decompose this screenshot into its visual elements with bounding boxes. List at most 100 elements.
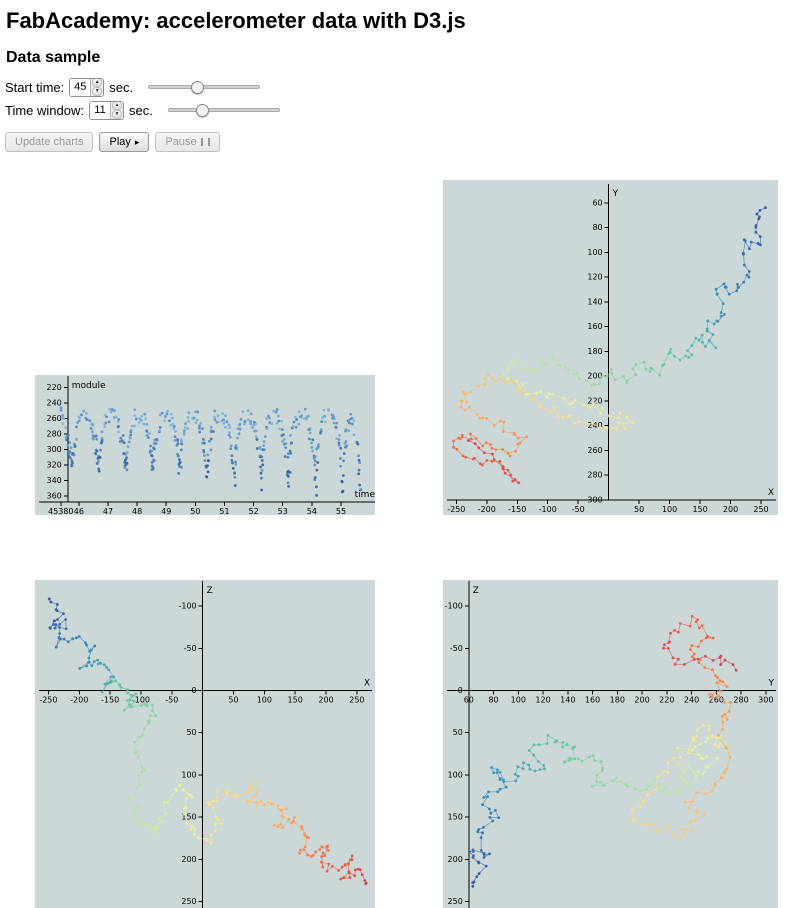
- svg-text:50: 50: [186, 728, 196, 737]
- svg-text:Y: Y: [768, 679, 775, 689]
- svg-text:200: 200: [634, 696, 649, 705]
- spin-up-icon[interactable]: ▲: [92, 78, 103, 87]
- svg-text:50: 50: [453, 728, 463, 737]
- svg-text:51: 51: [219, 507, 229, 515]
- svg-text:-50: -50: [165, 696, 178, 705]
- svg-text:250: 250: [181, 897, 196, 906]
- module-chart-canvas: 45380 46 47 48 49 50 51 52 53 54 55 time 220 240 260 28…: [39, 376, 375, 515]
- svg-text:0: 0: [192, 686, 197, 695]
- chart-y-vs-z: 60 80 100 120 140 160 180 200 220 240 260 280 300 Y -1…: [443, 580, 778, 908]
- chart-x-vs-y: -250 -200 -150 -100 -50 50 100 150 200 250 X 60 80 10…: [443, 180, 778, 515]
- svg-text:240: 240: [684, 696, 699, 705]
- svg-text:-150: -150: [508, 505, 526, 514]
- yz-chart-canvas: 60 80 100 120 140 160 180 200 220 240 260 280 300Y-1…: [445, 581, 776, 908]
- start-time-row: Start time: ▲ ▼ sec.: [5, 77, 800, 97]
- svg-text:200: 200: [587, 372, 602, 381]
- svg-text:340: 340: [47, 476, 62, 485]
- chart-module-vs-time: 45380 46 47 48 49 50 51 52 53 54 55 time 220 240 260 28…: [35, 375, 375, 515]
- svg-text:260: 260: [587, 446, 602, 455]
- start-time-unit: sec.: [109, 79, 134, 95]
- svg-text:0: 0: [458, 686, 463, 695]
- svg-text:100: 100: [257, 696, 272, 705]
- svg-text:53: 53: [278, 507, 288, 515]
- start-time-slider[interactable]: [148, 79, 261, 95]
- svg-text:300: 300: [587, 496, 602, 505]
- svg-text:time: time: [355, 490, 375, 500]
- svg-text:Y: Y: [612, 189, 619, 199]
- start-time-spin-buttons[interactable]: ▲ ▼: [90, 78, 104, 96]
- pause-button[interactable]: Pause: [155, 132, 220, 152]
- pause-label: Pause: [165, 136, 197, 148]
- controls-panel: Start time: ▲ ▼ sec. Time window: ▲ ▼ se…: [5, 77, 800, 152]
- svg-text:260: 260: [709, 696, 724, 705]
- update-charts-button[interactable]: Update charts: [5, 132, 94, 152]
- svg-text:-200: -200: [478, 505, 496, 514]
- spin-up-icon[interactable]: ▲: [111, 101, 122, 110]
- svg-text:150: 150: [181, 813, 196, 822]
- svg-text:120: 120: [535, 696, 550, 705]
- svg-text:-50: -50: [572, 505, 585, 514]
- svg-text:X: X: [768, 488, 774, 498]
- svg-text:200: 200: [181, 855, 196, 864]
- svg-text:180: 180: [587, 347, 602, 356]
- svg-text:47: 47: [103, 507, 113, 515]
- svg-text:100: 100: [448, 770, 463, 779]
- svg-text:150: 150: [692, 505, 707, 514]
- svg-text:46: 46: [74, 507, 84, 515]
- update-charts-label: Update charts: [15, 136, 84, 148]
- svg-text:160: 160: [585, 696, 600, 705]
- time-window-label: Time window:: [5, 102, 84, 118]
- svg-text:240: 240: [47, 399, 62, 408]
- button-row: Update charts Play ▸ Pause: [5, 132, 800, 152]
- svg-text:320: 320: [47, 460, 62, 469]
- svg-text:100: 100: [662, 505, 677, 514]
- svg-text:220: 220: [587, 396, 602, 405]
- svg-text:50: 50: [228, 696, 238, 705]
- svg-text:-250: -250: [39, 696, 57, 705]
- svg-text:54: 54: [307, 507, 317, 515]
- svg-text:300: 300: [758, 696, 773, 705]
- svg-text:45380: 45380: [48, 507, 73, 515]
- svg-text:360: 360: [47, 491, 62, 500]
- time-window-stepper[interactable]: ▲ ▼: [88, 100, 124, 120]
- play-label: Play: [109, 136, 131, 148]
- svg-text:200: 200: [723, 505, 738, 514]
- section-title: Data sample: [6, 49, 101, 66]
- time-window-row: Time window: ▲ ▼ sec.: [5, 100, 800, 120]
- svg-text:50: 50: [634, 505, 644, 514]
- svg-text:150: 150: [288, 696, 303, 705]
- time-window-slider[interactable]: [167, 102, 280, 118]
- svg-text:80: 80: [592, 223, 602, 232]
- start-time-input[interactable]: [70, 78, 91, 96]
- svg-text:140: 140: [560, 696, 575, 705]
- svg-text:100: 100: [587, 248, 602, 257]
- xz-chart-canvas: -250 -200 -150 -100 -50 50 100 150 200 250X-100-5…: [39, 581, 372, 908]
- time-window-unit: sec.: [128, 102, 153, 118]
- spin-down-icon[interactable]: ▼: [111, 110, 122, 119]
- time-window-input[interactable]: [89, 101, 110, 119]
- svg-text:300: 300: [47, 445, 62, 454]
- svg-text:Z: Z: [473, 586, 479, 596]
- start-time-label: Start time:: [5, 79, 65, 95]
- svg-text:150: 150: [448, 813, 463, 822]
- spin-down-icon[interactable]: ▼: [92, 87, 103, 96]
- svg-text:50: 50: [190, 507, 200, 515]
- svg-text:49: 49: [161, 507, 171, 515]
- svg-text:200: 200: [318, 696, 333, 705]
- play-button[interactable]: Play ▸: [99, 132, 150, 152]
- svg-text:Z: Z: [207, 586, 213, 596]
- svg-text:100: 100: [511, 696, 526, 705]
- time-window-spin-buttons[interactable]: ▲ ▼: [109, 101, 123, 119]
- svg-text:280: 280: [733, 696, 748, 705]
- svg-text:-100: -100: [132, 696, 150, 705]
- start-time-stepper[interactable]: ▲ ▼: [69, 77, 105, 97]
- chart-x-vs-z: -250 -200 -150 -100 -50 50 100 150 200 250 X -100 -5…: [35, 580, 375, 908]
- svg-text:-100: -100: [445, 602, 463, 611]
- svg-text:240: 240: [587, 421, 602, 430]
- svg-text:-100: -100: [539, 505, 557, 514]
- svg-text:55: 55: [336, 507, 346, 515]
- svg-text:-100: -100: [178, 602, 196, 611]
- svg-text:250: 250: [349, 696, 364, 705]
